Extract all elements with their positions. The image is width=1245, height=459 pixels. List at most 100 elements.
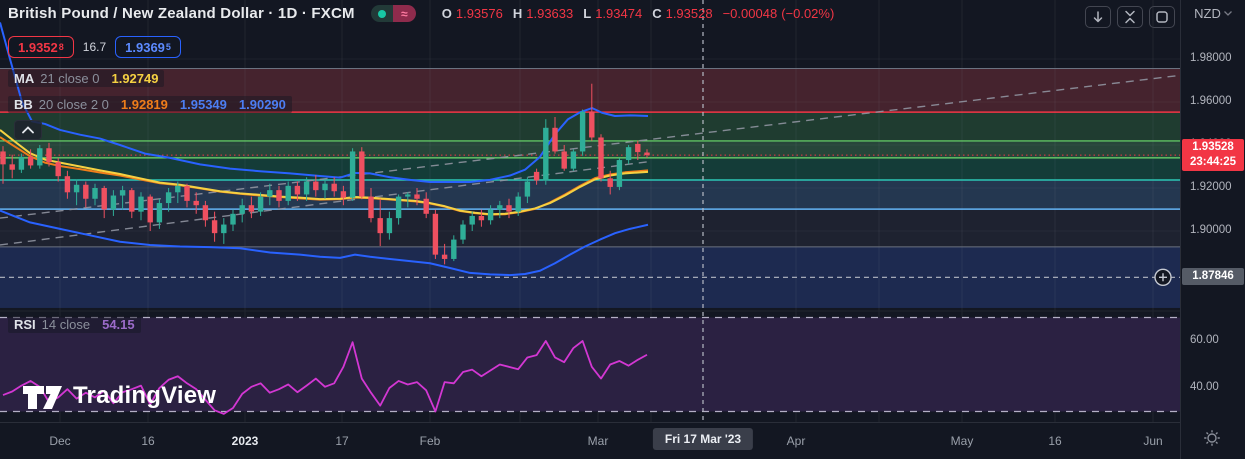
chart-canvas[interactable] bbox=[0, 0, 1180, 422]
tradingview-logo-text: TradingView bbox=[73, 382, 217, 409]
candle-body bbox=[184, 185, 190, 201]
bid-price: 1.9352 bbox=[18, 39, 58, 55]
candle-body bbox=[211, 220, 218, 234]
candle-body bbox=[469, 215, 475, 225]
time-tick: Mar bbox=[587, 434, 609, 448]
chart-header: British Pound / New Zealand Dollar · 1D … bbox=[8, 5, 834, 22]
legend-collapse-button[interactable] bbox=[14, 120, 42, 140]
bb-lower-line bbox=[0, 209, 649, 277]
bid-price-fraction: 8 bbox=[58, 42, 64, 52]
download-button[interactable] bbox=[1085, 6, 1111, 28]
candle-body bbox=[414, 194, 420, 199]
candle-body bbox=[561, 151, 567, 169]
collapse-button[interactable] bbox=[1117, 6, 1143, 28]
candle-body bbox=[64, 176, 71, 193]
bb-name: BB bbox=[14, 97, 33, 112]
market-open-icon bbox=[370, 5, 393, 22]
trendline bbox=[0, 161, 649, 246]
candle-body bbox=[37, 148, 43, 166]
chevron-up-icon bbox=[22, 126, 34, 134]
candle-body bbox=[55, 162, 61, 177]
time-tick: Apr bbox=[786, 434, 806, 448]
candle-body bbox=[579, 111, 586, 152]
time-tick: May bbox=[950, 434, 974, 448]
open-value: 1.93576 bbox=[455, 6, 503, 21]
candle-body bbox=[294, 185, 301, 195]
close-value: 1.93528 bbox=[665, 6, 713, 21]
candle-body bbox=[635, 143, 641, 153]
candle-body bbox=[598, 137, 604, 179]
candle-body bbox=[101, 188, 107, 210]
candle-body bbox=[368, 196, 374, 219]
candle-body bbox=[359, 151, 365, 197]
low-value: 1.93474 bbox=[595, 6, 643, 21]
candle-body bbox=[239, 205, 245, 214]
rsi-line bbox=[2, 340, 648, 415]
low-label: L bbox=[583, 6, 592, 21]
rsi-tick: 60.00 bbox=[1190, 334, 1219, 346]
candle-body bbox=[92, 188, 98, 199]
time-tick: 17 bbox=[335, 434, 349, 448]
axis-settings-button[interactable] bbox=[1201, 427, 1223, 454]
price-tick: 1.90000 bbox=[1190, 224, 1232, 236]
candle-body bbox=[543, 127, 549, 181]
time-tick: Dec bbox=[49, 434, 71, 448]
candle-body bbox=[175, 185, 181, 193]
crosshair-date-badge: Fri 17 Mar '23 bbox=[652, 428, 754, 450]
ask-price: 1.9369 bbox=[125, 39, 165, 55]
candle-body bbox=[18, 156, 25, 170]
chart-action-buttons bbox=[1085, 6, 1175, 28]
candle-body bbox=[230, 213, 236, 225]
time-tick: 2023 bbox=[231, 434, 259, 448]
bb-legend[interactable]: BB 20 close 2 0 1.92819 1.95349 1.90290 bbox=[8, 96, 292, 113]
gear-icon bbox=[1204, 430, 1220, 446]
candle-body bbox=[487, 209, 494, 221]
currency-selector[interactable]: NZD bbox=[1181, 6, 1245, 21]
candle-body bbox=[46, 148, 52, 163]
candle-body bbox=[156, 203, 163, 223]
market-status-toggle[interactable]: ≈ bbox=[370, 5, 416, 22]
candle-body bbox=[533, 171, 540, 181]
candle-body bbox=[395, 196, 402, 219]
candle-body bbox=[423, 198, 429, 214]
fullscreen-button[interactable] bbox=[1149, 6, 1175, 28]
candle-body bbox=[9, 164, 15, 170]
tradingview-logo-icon bbox=[23, 386, 62, 409]
tradingview-logo[interactable]: TradingView bbox=[22, 381, 216, 411]
time-tick: 16 bbox=[141, 434, 155, 448]
candle-body bbox=[432, 213, 439, 255]
ma-legend[interactable]: MA 21 close 0 1.92749 bbox=[8, 70, 165, 87]
candle-body bbox=[377, 218, 383, 234]
time-axis[interactable]: Dec 16 2023 17 Feb Mar Apr May 16 Jun Fri 17 Mar … bbox=[0, 422, 1245, 459]
candle-body bbox=[524, 181, 531, 197]
maximize-icon bbox=[1156, 11, 1168, 23]
bb-basis-value: 1.92819 bbox=[120, 97, 168, 112]
symbol-title[interactable]: British Pound / New Zealand Dollar · 1D … bbox=[8, 5, 355, 22]
price-tick: 1.96000 bbox=[1190, 95, 1232, 107]
bb-upper-value: 1.95349 bbox=[179, 97, 227, 112]
candle-body bbox=[405, 194, 411, 197]
price-zone bbox=[0, 68, 1180, 113]
candle-body bbox=[303, 181, 310, 195]
price-zone bbox=[0, 209, 1180, 247]
buy-ask-button[interactable]: 1.9369 5 bbox=[115, 36, 181, 58]
add-alert-plus-icon[interactable] bbox=[1154, 268, 1172, 287]
candle-body bbox=[506, 205, 512, 212]
candle-body bbox=[460, 224, 466, 240]
arrow-down-icon bbox=[1093, 11, 1103, 23]
high-label: H bbox=[512, 6, 523, 21]
candle-body bbox=[607, 178, 613, 187]
candle-body bbox=[73, 184, 80, 193]
time-tick: Jun bbox=[1143, 434, 1163, 448]
quote-row: 1.9352 8 16.7 1.9369 5 bbox=[8, 36, 181, 58]
candle-body bbox=[285, 185, 291, 201]
candle-body bbox=[515, 196, 521, 212]
close-label: C bbox=[652, 6, 662, 21]
time-tick: 16 bbox=[1048, 434, 1062, 448]
candle-body bbox=[497, 205, 503, 210]
sell-bid-button[interactable]: 1.9352 8 bbox=[8, 36, 74, 58]
spread-value: 16.7 bbox=[82, 40, 107, 54]
rsi-value: 54.15 bbox=[102, 317, 135, 332]
rsi-legend[interactable]: RSI 14 close 54.15 bbox=[8, 316, 141, 333]
price-axis[interactable]: NZD 1.980001.960001.940001.920001.900006… bbox=[1180, 0, 1245, 459]
